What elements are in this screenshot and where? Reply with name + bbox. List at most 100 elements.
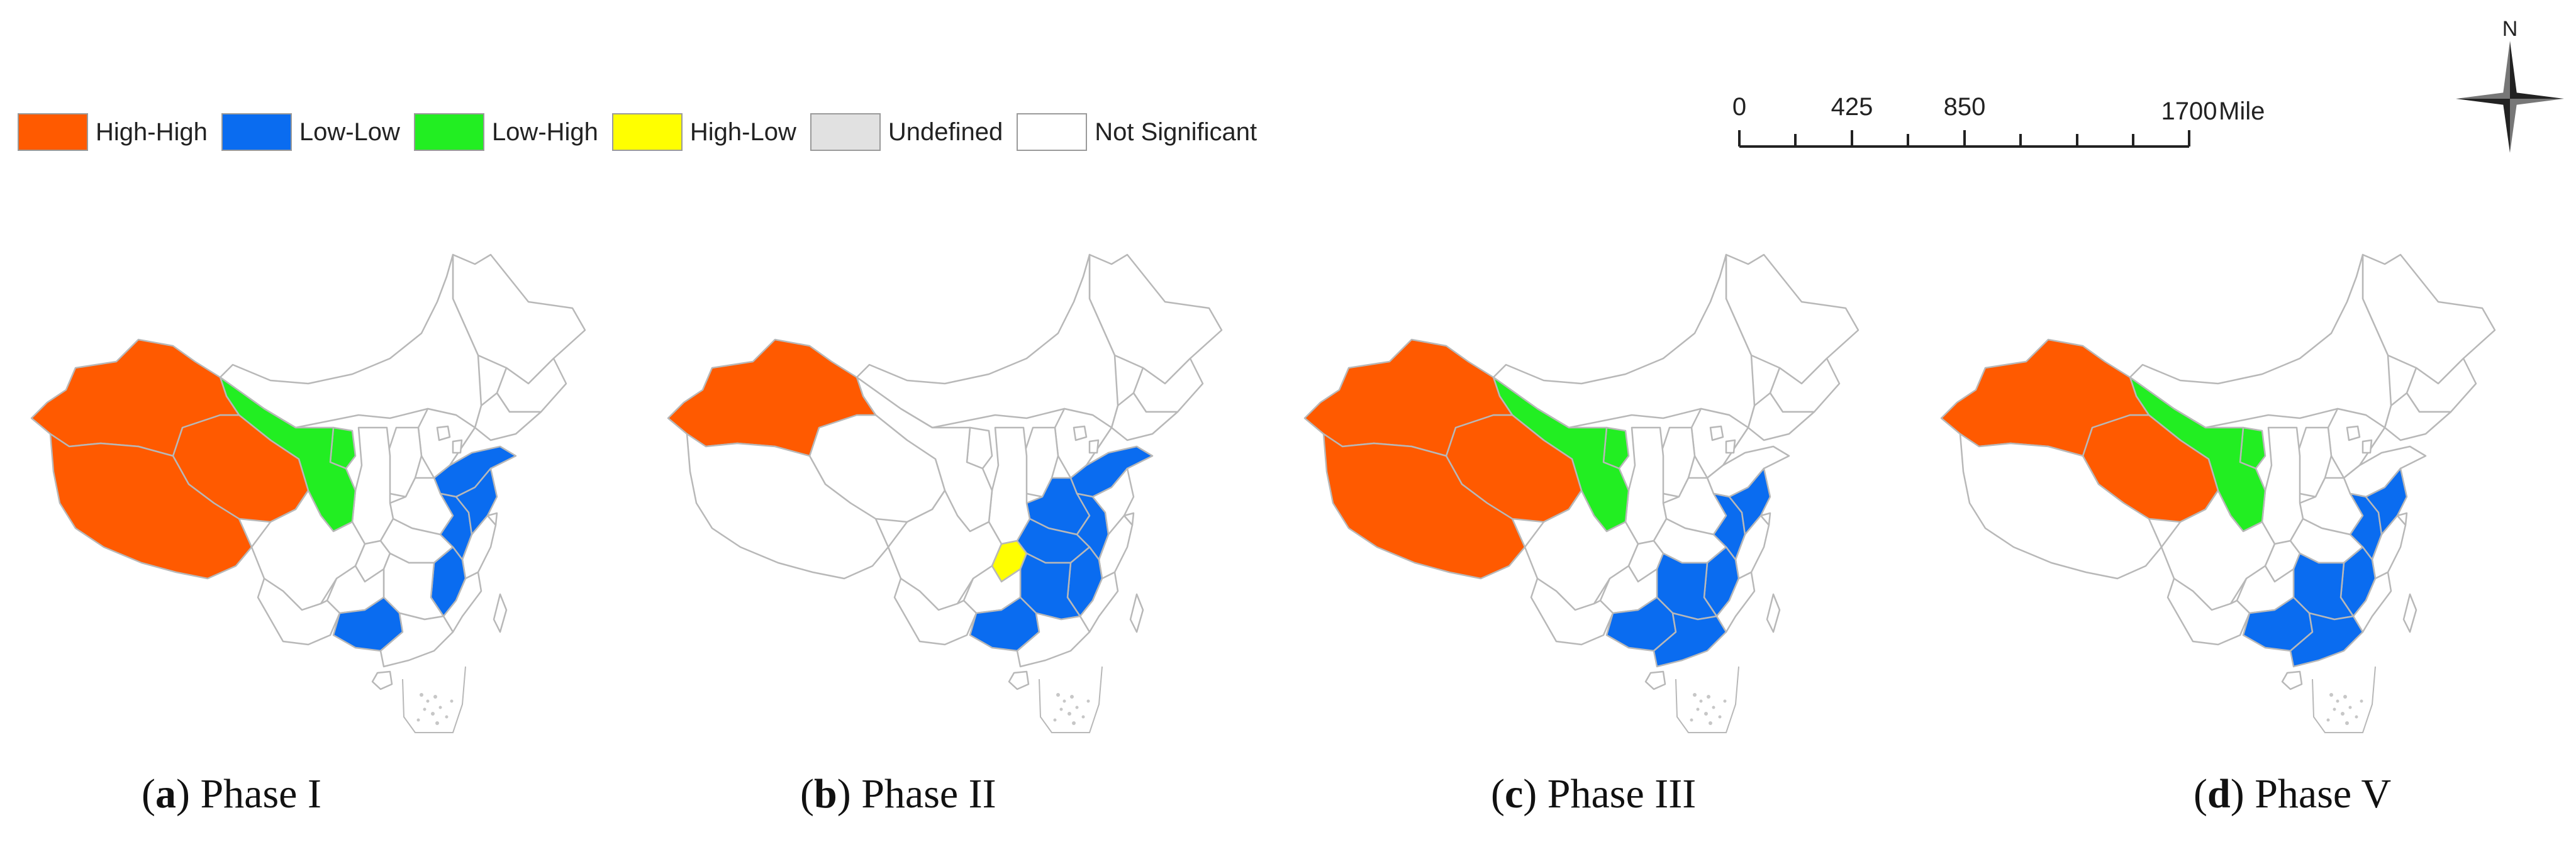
legend-label-high-low: High-Low bbox=[689, 118, 796, 146]
scale-tick-label: 1700 bbox=[2161, 97, 2217, 125]
province-guangdong bbox=[1016, 612, 1091, 668]
province-shaanxi bbox=[2261, 426, 2304, 545]
province-neimongol bbox=[1492, 253, 1756, 429]
map-panel-b bbox=[649, 239, 1278, 736]
province-shaanxi bbox=[351, 426, 394, 545]
province-guangdong bbox=[1653, 612, 1727, 668]
legend-item-high-high: High-High bbox=[18, 113, 208, 151]
province-yunnan bbox=[893, 577, 978, 646]
legend-swatch-low-low bbox=[221, 113, 292, 151]
province-ningxia bbox=[329, 426, 357, 470]
caption-title: Phase I bbox=[200, 771, 321, 817]
province-tibet bbox=[1959, 433, 2163, 580]
legend-item-low-low: Low-Low bbox=[221, 113, 400, 151]
province-beijing bbox=[1709, 425, 1724, 441]
legend-label-high-high: High-High bbox=[96, 118, 208, 146]
scale-tick-label: 0 bbox=[1732, 93, 1746, 121]
province-ningxia bbox=[1602, 426, 1630, 470]
province-xinjiang bbox=[1303, 338, 1514, 457]
caption-letter: b bbox=[813, 771, 837, 817]
legend-label-not-significant: Not Significant bbox=[1095, 118, 1257, 146]
china-map bbox=[667, 253, 1223, 733]
province-yunnan bbox=[257, 577, 341, 646]
province-yunnan bbox=[1530, 577, 1614, 646]
province-hainan bbox=[1644, 670, 1666, 690]
legend-swatch-high-high bbox=[18, 113, 88, 151]
legend-swatch-low-high bbox=[413, 113, 484, 151]
province-hainan bbox=[1008, 670, 1030, 690]
province-jiangsu bbox=[455, 467, 498, 536]
caption-title: Phase V bbox=[2255, 771, 2392, 817]
scale-bar: 0 425 850 1700 Miles bbox=[1732, 93, 2265, 148]
legend-swatch-not-significant bbox=[1017, 113, 1088, 151]
scale-tick-label: 425 bbox=[1831, 93, 1873, 121]
province-ningxia bbox=[2239, 426, 2267, 470]
scale-unit-label: Miles bbox=[2219, 97, 2265, 125]
province-shaanxi bbox=[988, 426, 1031, 545]
legend: High-High Low-Low Low-High High-Low Unde… bbox=[18, 110, 1271, 154]
province-tibet bbox=[686, 433, 889, 580]
legend-item-high-low: High-Low bbox=[611, 113, 796, 151]
scale-tick-label: 850 bbox=[1944, 93, 1986, 121]
caption-b: (b) Phase II bbox=[800, 771, 996, 817]
china-map bbox=[1303, 253, 1860, 733]
province-neimongol bbox=[856, 253, 1119, 429]
province-jiangsu bbox=[1728, 467, 1771, 536]
legend-label-low-high: Low-High bbox=[491, 118, 598, 146]
province-tibet bbox=[1322, 433, 1526, 580]
province-taiwan bbox=[1129, 593, 1144, 633]
province-tibet bbox=[49, 433, 253, 580]
caption-letter: c bbox=[1504, 771, 1524, 817]
caption-title: Phase III bbox=[1547, 771, 1697, 817]
province-tianjin bbox=[452, 439, 463, 454]
province-jiangsu bbox=[2365, 467, 2408, 536]
province-guangdong bbox=[2289, 612, 2364, 668]
province-fujian bbox=[1715, 571, 1756, 633]
map-panel-a bbox=[13, 239, 642, 736]
province-xinjiang bbox=[667, 338, 877, 457]
province-taiwan bbox=[2402, 593, 2417, 633]
legend-swatch-high-low bbox=[611, 113, 683, 151]
caption-c: (c) Phase III bbox=[1491, 771, 1697, 817]
caption-d: (d) Phase V bbox=[2194, 771, 2392, 817]
caption-letter: a bbox=[155, 771, 176, 817]
province-hainan bbox=[2281, 670, 2303, 690]
province-taiwan bbox=[493, 593, 508, 633]
province-tianjin bbox=[2361, 439, 2373, 454]
province-xinjiang bbox=[30, 338, 240, 457]
china-map bbox=[30, 253, 586, 733]
caption-title: Phase II bbox=[861, 771, 996, 817]
province-yunnan bbox=[2166, 577, 2251, 646]
caption-a: (a) Phase I bbox=[142, 771, 321, 817]
province-taiwan bbox=[1766, 593, 1781, 633]
province-neimongol bbox=[2129, 253, 2392, 429]
province-tianjin bbox=[1725, 439, 1736, 454]
scale-bar-ticks bbox=[1738, 130, 2190, 147]
map-panel-c bbox=[1286, 239, 1915, 736]
legend-item-low-high: Low-High bbox=[413, 113, 598, 151]
map-panel-d bbox=[1922, 239, 2551, 736]
province-beijing bbox=[2346, 425, 2361, 441]
legend-item-not-significant: Not Significant bbox=[1017, 113, 1257, 151]
north-label: N bbox=[2502, 17, 2518, 41]
province-shaanxi bbox=[1624, 426, 1668, 545]
legend-item-undefined: Undefined bbox=[810, 113, 1003, 151]
legend-label-undefined: Undefined bbox=[888, 118, 1003, 146]
province-beijing bbox=[1073, 425, 1088, 441]
province-hainan bbox=[371, 670, 393, 690]
province-fujian bbox=[2352, 571, 2392, 633]
province-jiangsu bbox=[1091, 467, 1135, 536]
province-fujian bbox=[442, 571, 482, 633]
province-fujian bbox=[1079, 571, 1119, 633]
china-map bbox=[1940, 253, 2496, 733]
legend-label-low-low: Low-Low bbox=[299, 118, 400, 146]
province-xinjiang bbox=[1940, 338, 2150, 457]
caption-letter: d bbox=[2207, 771, 2231, 817]
province-beijing bbox=[436, 425, 451, 441]
province-guangdong bbox=[379, 612, 454, 668]
legend-swatch-undefined bbox=[810, 113, 881, 151]
province-ningxia bbox=[966, 426, 993, 470]
north-arrow-icon: N bbox=[2456, 17, 2564, 153]
province-neimongol bbox=[219, 253, 482, 429]
province-tianjin bbox=[1088, 439, 1100, 454]
